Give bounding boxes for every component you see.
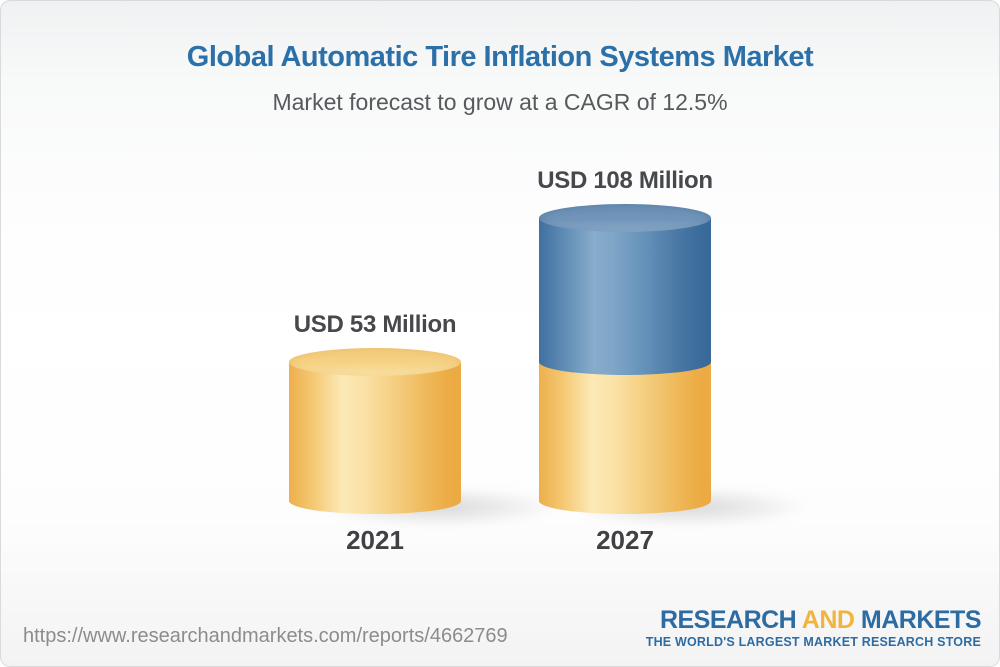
bar-2027-category-label: 2027 <box>596 525 654 555</box>
logo-tagline: THE WORLD'S LARGEST MARKET RESEARCH STOR… <box>645 635 981 649</box>
page-title: Global Automatic Tire Inflation Systems … <box>186 41 814 73</box>
bar-2027-growth-segment <box>539 218 711 375</box>
logo-word-research: RESEARCH <box>659 606 797 634</box>
research-and-markets-logo: RESEARCH AND MARKETS THE WORLD'S LARGEST… <box>645 606 982 649</box>
logo-wordmark: RESEARCH AND MARKETS <box>646 606 982 634</box>
logo-word-and: AND <box>801 606 855 634</box>
bar-2021-value-label: USD 53 Million <box>293 311 457 338</box>
page-subtitle: Market forecast to grow at a CAGR of 12.… <box>272 89 728 115</box>
bar-2021-top-cap <box>289 348 461 376</box>
report-url: https://www.researchandmarkets.com/repor… <box>23 625 508 647</box>
bar-2021-category-label: 2021 <box>346 525 404 555</box>
bar-2027-base-segment <box>539 362 711 514</box>
bar-2021-cylinder <box>289 362 461 514</box>
bar-2027-top-cap <box>539 204 711 232</box>
bar-2027-value-label: USD 108 Million <box>537 167 713 194</box>
logo-word-markets: MARKETS <box>860 606 982 634</box>
